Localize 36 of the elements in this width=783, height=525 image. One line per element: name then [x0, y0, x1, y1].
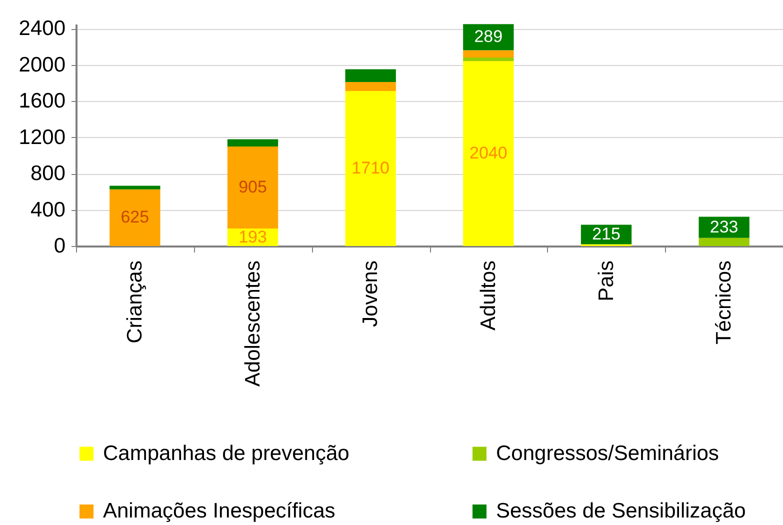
bar [463, 58, 514, 62]
y-tick-label: 1600 [18, 90, 66, 113]
x-tick-label: Jovens [359, 260, 382, 328]
data-label: 2040 [470, 144, 508, 163]
x-tick-label: Adultos [476, 260, 500, 331]
data-label: 215 [592, 224, 620, 244]
bar [227, 146, 278, 229]
bar [698, 238, 750, 246]
y-tick-label: 0 [54, 234, 66, 258]
bar [463, 50, 514, 58]
y-tick-label: 800 [30, 162, 66, 186]
x-tick-label: Adolescentes [241, 260, 264, 387]
bar [345, 82, 396, 92]
x-tick-label: Técnicos [712, 260, 736, 345]
bar [345, 69, 396, 82]
x-tick-label: Pais [594, 260, 618, 302]
bar [463, 61, 514, 246]
bar [345, 91, 396, 246]
y-tick-label: 2400 [18, 17, 66, 40]
legend-label: Animações Inespecíficas [103, 500, 336, 522]
x-tick-label: Crianças [123, 260, 146, 344]
data-label: 1710 [352, 158, 390, 178]
legend-label: Congressos/Seminários [496, 442, 719, 465]
y-tick-label: 2000 [18, 53, 66, 76]
y-tick-label: 400 [30, 198, 66, 222]
data-label: 289 [474, 27, 503, 46]
bar [110, 189, 160, 246]
legend-label: Sessões de Sensibilização [496, 500, 746, 522]
y-tick-label: 1200 [18, 126, 66, 149]
bar [110, 186, 160, 190]
data-label: 905 [238, 178, 267, 197]
legend-label: Campanhas de prevenção [103, 442, 350, 465]
data-label: 233 [710, 217, 738, 236]
data-label: 193 [238, 227, 267, 246]
data-label: 625 [120, 208, 150, 227]
bar [227, 139, 278, 147]
